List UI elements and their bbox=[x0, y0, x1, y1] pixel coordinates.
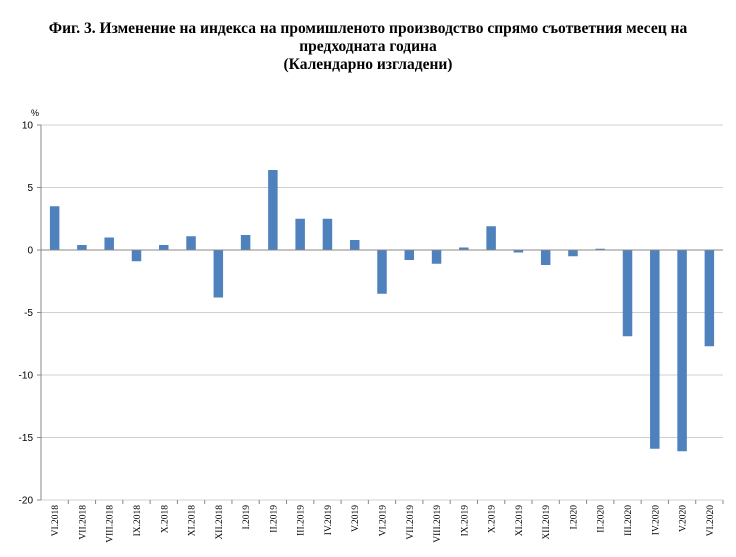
x-tick-label: II.2019 bbox=[269, 505, 279, 533]
x-tick-label: VII.2018 bbox=[78, 505, 88, 540]
x-tick-label: II.2020 bbox=[597, 505, 607, 533]
axes bbox=[37, 124, 724, 504]
x-tick-label: IV.2020 bbox=[651, 505, 661, 535]
bar bbox=[622, 250, 633, 337]
bar bbox=[322, 218, 333, 250]
bar bbox=[459, 247, 469, 250]
chart-title-line-2: предходната година bbox=[299, 38, 437, 55]
x-tick-label: V.2020 bbox=[679, 505, 689, 532]
x-tick-label: V.2019 bbox=[351, 505, 361, 532]
bar bbox=[704, 250, 715, 347]
bar bbox=[268, 170, 278, 250]
bar bbox=[104, 237, 114, 250]
bar bbox=[568, 250, 578, 257]
y-tick-label: 5 bbox=[27, 183, 33, 194]
bar bbox=[131, 250, 142, 262]
x-tick-label: IX.2019 bbox=[460, 505, 470, 537]
x-tick-label: VI.2019 bbox=[379, 505, 389, 537]
bar bbox=[49, 206, 60, 250]
x-tick-label: VI.2018 bbox=[51, 505, 61, 537]
bar bbox=[595, 248, 605, 250]
y-tick-label: -5 bbox=[24, 308, 33, 319]
bar bbox=[486, 226, 496, 250]
bar bbox=[513, 250, 524, 253]
chart-title-line-1: Фиг. 3. Изменение на индекса на промишле… bbox=[48, 20, 688, 37]
x-tick-label: VIII.2019 bbox=[433, 505, 443, 543]
x-tick-label: III.2019 bbox=[297, 505, 307, 536]
y-tick-labels: 10 5 0 -5 -10 -15 -20 bbox=[19, 121, 34, 507]
x-tick-label: I.2019 bbox=[242, 505, 252, 530]
y-tick-label: -20 bbox=[19, 496, 34, 507]
x-tick-label: VII.2019 bbox=[406, 505, 416, 540]
y-tick-label: -15 bbox=[19, 433, 34, 444]
bar bbox=[295, 218, 305, 250]
x-tick-label: I.2020 bbox=[569, 505, 579, 530]
bar bbox=[540, 250, 551, 265]
bar bbox=[377, 250, 387, 294]
x-tick-label: XII.2018 bbox=[215, 505, 225, 540]
x-tick-label: III.2020 bbox=[624, 505, 634, 536]
gridlines bbox=[41, 124, 723, 501]
bar bbox=[77, 245, 87, 250]
bar bbox=[213, 250, 224, 298]
bar bbox=[159, 245, 169, 250]
bar bbox=[431, 250, 442, 264]
bar bbox=[404, 250, 415, 260]
x-tick-label: VIII.2018 bbox=[106, 505, 116, 543]
bar bbox=[650, 250, 660, 449]
bar bbox=[677, 250, 687, 452]
bar bbox=[349, 240, 360, 250]
y-axis-unit-label: % bbox=[31, 108, 39, 118]
x-tick-label: VI.2020 bbox=[706, 505, 716, 537]
chart-title: Фиг. 3. Изменение на индекса на промишле… bbox=[0, 20, 736, 74]
x-tick-labels: VI.2018 VII.2018 VIII.2018 IX.2018 X.2018 XI.… bbox=[51, 505, 716, 543]
chart-title-line-3: (Календарно изгладени) bbox=[283, 56, 453, 73]
bar-series bbox=[49, 170, 715, 452]
x-tick-label: X.2019 bbox=[488, 505, 498, 533]
x-tick-label: XII.2019 bbox=[542, 505, 552, 540]
y-tick-label: -10 bbox=[19, 371, 34, 382]
x-tick-label: IV.2019 bbox=[324, 505, 334, 535]
y-tick-label: 0 bbox=[27, 246, 33, 257]
x-tick-label: IX.2018 bbox=[133, 505, 143, 537]
bar bbox=[240, 235, 251, 250]
x-tick-label: XI.2019 bbox=[515, 505, 525, 537]
y-tick-label: 10 bbox=[22, 121, 34, 132]
x-tick-label: XI.2018 bbox=[188, 505, 198, 537]
x-tick-label: X.2018 bbox=[160, 505, 170, 533]
bar bbox=[186, 236, 196, 250]
